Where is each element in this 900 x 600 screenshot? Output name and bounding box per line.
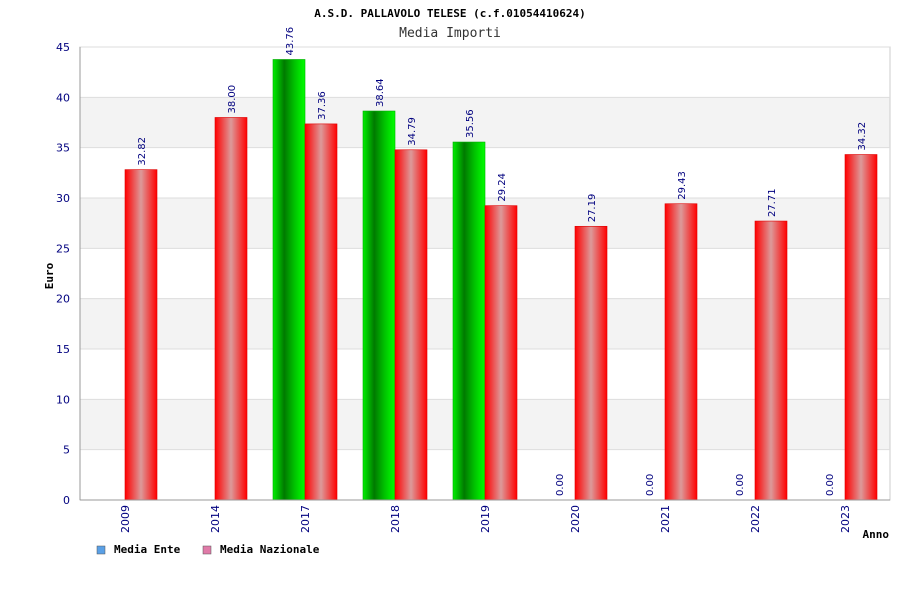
data-label-media-nazionale-2022: 27.71 (767, 188, 778, 217)
x-tick-label: 2014 (209, 505, 222, 533)
y-tick-label: 45 (56, 41, 70, 54)
value-labels: 32.82 38.00 43.76 37.36 38.64 34.79 35.56 29.24… (137, 27, 868, 496)
legend: Media Ente Media Nazionale (96, 543, 320, 556)
y-tick-label: 15 (56, 343, 70, 356)
bar-media-nazionale-2019 (484, 205, 518, 501)
chart-subtitle: Media Importi (399, 26, 501, 41)
data-label-media-ente-2019: 35.56 (465, 109, 476, 138)
x-tick-label: 2018 (389, 505, 402, 533)
y-tick-label: 30 (56, 192, 70, 205)
data-label-media-nazionale-2023: 34.32 (857, 122, 868, 151)
y-tick-label: 20 (56, 293, 70, 306)
bar-media-nazionale-2009 (124, 169, 158, 501)
data-label-media-nazionale-2019: 29.24 (497, 173, 508, 202)
y-axis-label: Euro (43, 262, 56, 289)
x-tick-label: 2023 (839, 505, 852, 533)
bars (124, 59, 878, 501)
legend-label-media-nazionale: Media Nazionale (220, 543, 320, 556)
x-axis-label: Anno (863, 528, 890, 541)
x-tick-label: 2017 (299, 505, 312, 533)
data-label-media-ente-2022: 0.00 (735, 474, 746, 496)
y-tick-label: 40 (56, 91, 70, 104)
data-label-media-nazionale-2017: 37.36 (317, 91, 328, 120)
plot-band (80, 47, 890, 98)
bar-media-nazionale-2021 (664, 203, 698, 501)
data-label-media-nazionale-2009: 32.82 (137, 137, 148, 166)
legend-swatch-media-ente (96, 545, 106, 555)
y-tick-label: 35 (56, 142, 70, 155)
x-tick-label: 2019 (479, 505, 492, 533)
bar-media-nazionale-2020 (574, 225, 608, 501)
data-label-media-nazionale-2014: 38.00 (227, 85, 238, 114)
x-tick-label: 2020 (569, 505, 582, 533)
bar-media-nazionale-2014 (214, 117, 248, 501)
plot-band (80, 97, 890, 148)
data-label-media-nazionale-2018: 34.79 (407, 117, 418, 146)
data-label-media-ente-2017: 43.76 (285, 27, 296, 56)
legend-label-media-ente: Media Ente (114, 543, 181, 556)
bar-media-ente-2019 (452, 141, 486, 501)
x-tick-label: 2021 (659, 505, 672, 533)
legend-swatch-media-nazionale (202, 545, 212, 555)
x-tick-label: 2022 (749, 505, 762, 533)
data-label-media-ente-2020: 0.00 (555, 474, 566, 496)
data-label-media-nazionale-2021: 29.43 (677, 171, 688, 200)
data-label-media-ente-2023: 0.00 (825, 474, 836, 496)
y-tick-label: 10 (56, 393, 70, 406)
y-tick-label: 25 (56, 242, 70, 255)
y-tick-label: 5 (63, 444, 70, 457)
data-label-media-ente-2021: 0.00 (645, 474, 656, 496)
y-axis-ticks: 0 5 10 15 20 25 30 35 40 45 (56, 41, 70, 507)
bar-media-nazionale-2018 (394, 149, 428, 501)
bar-media-nazionale-2017 (304, 123, 338, 501)
bar-media-nazionale-2023 (844, 154, 878, 501)
x-axis-ticks: 2009 2014 2017 2018 2019 2020 2021 2022 2023 (119, 505, 852, 533)
bar-media-ente-2017 (272, 59, 306, 501)
y-tick-label: 0 (63, 494, 70, 507)
x-tick-label: 2009 (119, 505, 132, 533)
chart-title: A.S.D. PALLAVOLO TELESE (c.f.01054410624… (314, 7, 586, 20)
data-label-media-ente-2018: 38.64 (375, 78, 386, 107)
data-label-media-nazionale-2020: 27.19 (587, 194, 598, 223)
bar-media-nazionale-2022 (754, 220, 788, 501)
bar-media-ente-2018 (362, 110, 396, 501)
